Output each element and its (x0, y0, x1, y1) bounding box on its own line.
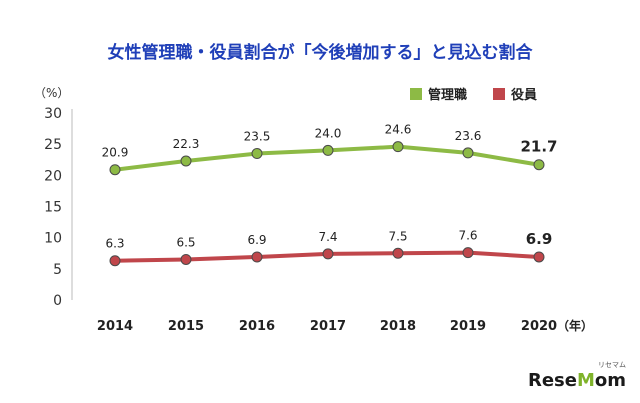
legend-label-kanrishoku: 管理職 (428, 88, 468, 103)
watermark-brand-o: M (576, 370, 595, 391)
data-label-1: 7.6 (458, 229, 477, 243)
data-label-0: 24.6 (385, 123, 412, 137)
data-point-1 (392, 247, 404, 259)
data-label-0: 23.6 (455, 129, 482, 143)
data-label-1: 7.4 (318, 230, 337, 244)
legend-item-yakuin: 役員 (493, 84, 537, 103)
data-point-1 (462, 247, 474, 259)
data-label-1: 6.9 (526, 230, 553, 248)
x-tick-label: 2015 (168, 319, 204, 334)
legend-swatch-kanrishoku (410, 87, 422, 100)
y-tick-label: 25 (44, 137, 62, 153)
chart-title: 女性管理職・役員割合が「今後増加する」と見込む割合 (107, 43, 533, 63)
data-label-0: 20.9 (102, 146, 129, 160)
watermark-kana: リセマム (598, 361, 626, 369)
y-tick-label: 15 (44, 200, 62, 216)
data-point-1 (533, 251, 545, 263)
data-point-1 (322, 248, 334, 260)
data-point-0 (462, 147, 474, 159)
data-point-1 (180, 253, 192, 265)
y-tick-label: 30 (44, 106, 62, 122)
data-label-0: 22.3 (173, 137, 200, 151)
data-point-0 (322, 144, 334, 156)
data-label-0: 21.7 (520, 138, 557, 156)
x-tick-label: 2016 (239, 319, 275, 334)
resemom-watermark: リセマム ReseMom (527, 361, 626, 391)
x-axis-unit: （年） (557, 318, 593, 333)
data-point-0 (180, 155, 192, 167)
legend-item-kanrishoku: 管理職 (410, 84, 467, 103)
y-tick-label: 5 (53, 262, 62, 278)
y-tick-label: 20 (44, 168, 62, 184)
data-label-0: 24.0 (315, 126, 342, 140)
data-point-0 (251, 148, 263, 160)
data-point-0 (109, 164, 121, 176)
data-label-1: 6.3 (105, 237, 124, 251)
data-point-1 (109, 255, 121, 267)
x-tick-label: 2019 (450, 319, 486, 334)
data-point-1 (251, 251, 263, 263)
x-tick-label: 2020 (521, 319, 557, 334)
legend-label-yakuin: 役員 (511, 88, 538, 103)
data-label-0: 23.5 (244, 130, 271, 144)
y-tick-label: 0 (53, 293, 62, 309)
y-axis-unit: （%） (34, 86, 70, 100)
data-label-1: 6.9 (247, 233, 266, 247)
legend-swatch-yakuin (493, 87, 505, 100)
data-label-1: 7.5 (388, 229, 407, 243)
watermark-brand-a: Rese (527, 370, 577, 391)
watermark-brand-b: om (594, 370, 626, 391)
data-point-0 (392, 141, 404, 153)
y-tick-label: 10 (44, 231, 62, 247)
data-label-1: 6.5 (176, 235, 195, 249)
x-tick-label: 2018 (380, 319, 416, 334)
x-tick-label: 2017 (310, 319, 346, 334)
x-tick-label: 2014 (97, 319, 133, 334)
data-point-0 (533, 159, 545, 171)
